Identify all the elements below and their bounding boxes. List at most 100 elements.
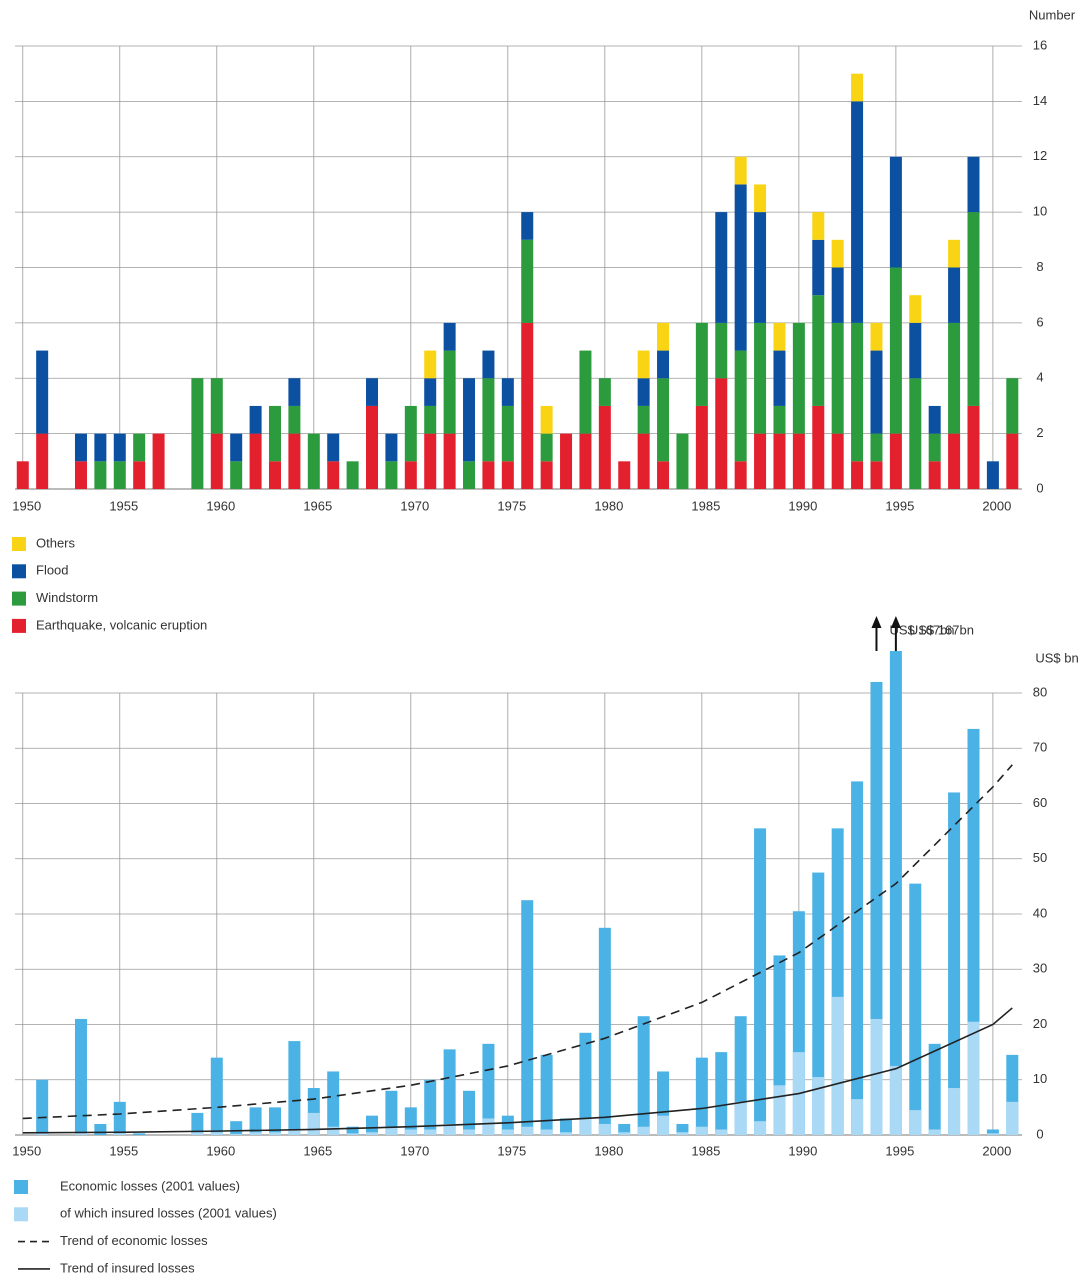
bar bbox=[366, 1115, 379, 1135]
bar-segment bbox=[482, 461, 495, 489]
bar-segment bbox=[424, 378, 437, 406]
bar-segment bbox=[327, 433, 340, 462]
y-tick-label: 40 bbox=[1033, 905, 1047, 920]
y-tick-label: 60 bbox=[1033, 795, 1047, 810]
bar bbox=[695, 1057, 708, 1135]
bar bbox=[889, 651, 902, 1135]
bar bbox=[404, 1129, 417, 1135]
x-tick-label: 1980 bbox=[594, 498, 623, 513]
bar bbox=[74, 1018, 87, 1135]
bar bbox=[540, 1129, 553, 1135]
bar-segment bbox=[385, 433, 398, 462]
bar-segment bbox=[36, 433, 49, 489]
bar-segment bbox=[754, 433, 767, 489]
bar-segment bbox=[928, 461, 941, 489]
bar-segment bbox=[715, 212, 728, 323]
bar-segment bbox=[734, 350, 747, 462]
bar bbox=[637, 1016, 650, 1135]
bar-segment bbox=[443, 350, 456, 434]
bar-segment bbox=[754, 184, 767, 213]
bar-segment bbox=[986, 461, 999, 489]
bar-segment bbox=[598, 378, 611, 406]
bar bbox=[986, 1129, 999, 1135]
bar bbox=[851, 781, 864, 1135]
bar-segment bbox=[657, 461, 670, 489]
bar bbox=[443, 1049, 456, 1135]
x-tick-label: 1985 bbox=[691, 1143, 720, 1158]
x-tick-label: 1950 bbox=[12, 1143, 41, 1158]
x-tick-label: 1955 bbox=[109, 1143, 138, 1158]
bar-segment bbox=[773, 350, 786, 406]
bar bbox=[482, 1118, 495, 1135]
y-tick-label: 20 bbox=[1033, 1016, 1047, 1031]
bar bbox=[598, 927, 611, 1135]
bar bbox=[948, 792, 961, 1135]
bar bbox=[909, 1110, 922, 1135]
legend-label: of which insured losses (2001 values) bbox=[60, 1206, 277, 1221]
axis-title: Number bbox=[1029, 7, 1076, 22]
bar-segment bbox=[463, 461, 476, 489]
bar bbox=[812, 872, 825, 1135]
bar bbox=[113, 1101, 126, 1135]
bar bbox=[734, 1101, 747, 1135]
bar bbox=[618, 1123, 631, 1135]
bar-segment bbox=[734, 156, 747, 185]
bar bbox=[210, 1132, 223, 1135]
bar-segment bbox=[501, 461, 514, 489]
bar bbox=[676, 1132, 689, 1135]
bar-segment bbox=[695, 322, 708, 406]
bar-segment bbox=[851, 101, 864, 323]
bar-segment bbox=[521, 322, 534, 489]
x-tick-label: 1955 bbox=[109, 498, 138, 513]
bar-segment bbox=[230, 461, 243, 489]
bar-segment bbox=[521, 212, 534, 240]
bar-segment bbox=[773, 433, 786, 489]
bar-segment bbox=[94, 461, 107, 489]
bar bbox=[210, 1057, 223, 1135]
y-tick-label: 8 bbox=[1036, 259, 1043, 274]
bar bbox=[385, 1126, 398, 1135]
bar-segment bbox=[928, 405, 941, 434]
bar bbox=[288, 1041, 301, 1135]
bar-segment bbox=[851, 322, 864, 462]
bar bbox=[986, 1133, 999, 1135]
bar bbox=[521, 1126, 534, 1135]
bar-segment bbox=[948, 239, 961, 268]
bar-segment bbox=[288, 378, 301, 406]
bar bbox=[657, 1115, 670, 1135]
bar-segment bbox=[928, 433, 941, 462]
bar-segment bbox=[443, 433, 456, 489]
bar bbox=[889, 1065, 902, 1135]
bar-segment bbox=[94, 433, 107, 462]
bar-segment bbox=[482, 350, 495, 379]
bar-segment bbox=[230, 433, 243, 462]
bar bbox=[191, 1132, 204, 1135]
legend-swatch bbox=[14, 1207, 28, 1222]
bar bbox=[812, 1076, 825, 1135]
x-tick-label: 1990 bbox=[788, 498, 817, 513]
bar-segment bbox=[831, 239, 844, 268]
bar bbox=[327, 1071, 340, 1135]
y-tick-label: 10 bbox=[1033, 204, 1047, 219]
bar-segment bbox=[404, 405, 417, 462]
bar-segment bbox=[1006, 433, 1019, 489]
bar-segment bbox=[268, 461, 281, 489]
legend-label: Economic losses (2001 values) bbox=[60, 1178, 240, 1193]
bar-segment bbox=[501, 405, 514, 462]
legend-label: Flood bbox=[36, 563, 69, 578]
bar-segment bbox=[443, 322, 456, 351]
bar-segment bbox=[851, 73, 864, 102]
y-tick-label: 80 bbox=[1033, 684, 1047, 699]
bar bbox=[443, 1123, 456, 1135]
bar-segment bbox=[676, 433, 689, 489]
bar-segment bbox=[870, 350, 883, 434]
bar-segment bbox=[909, 322, 922, 379]
bars bbox=[36, 651, 1019, 1135]
bar-segment bbox=[715, 378, 728, 489]
x-tick-label: 1990 bbox=[788, 1143, 817, 1158]
bar bbox=[676, 1123, 689, 1135]
bar-segment bbox=[734, 461, 747, 489]
x-tick-label: 1965 bbox=[303, 1143, 332, 1158]
bar bbox=[346, 1126, 359, 1135]
